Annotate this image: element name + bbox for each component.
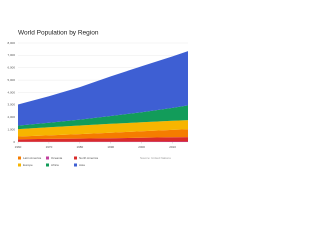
legend-label: Oceania	[51, 156, 63, 160]
x-tick-label: 1970	[46, 145, 53, 149]
y-tick-label: 8,000	[7, 41, 15, 45]
legend-swatch	[18, 156, 21, 160]
legend-swatch	[74, 156, 77, 160]
y-tick-label: 5,000	[7, 78, 15, 82]
area	[18, 51, 188, 126]
source-note: Source: United Nations	[140, 156, 171, 160]
legend-label: Europe	[23, 163, 33, 167]
legend-label: Asia	[79, 163, 85, 167]
x-tick-label: 1960	[15, 145, 22, 149]
legend-label: North America	[79, 156, 98, 160]
y-tick-label: 3,000	[7, 103, 15, 107]
area	[18, 105, 188, 130]
legend-swatch	[74, 163, 77, 167]
chart: World Population by Region 0 1,000 2,000 3,…	[7, 30, 188, 167]
chart-title: World Population by Region	[18, 30, 99, 37]
x-tick-label: 2000	[138, 145, 145, 149]
area	[18, 129, 188, 140]
x-tick-label: 1990	[107, 145, 114, 149]
y-tick-label: 7,000	[7, 53, 15, 57]
x-tick-label: 1980	[76, 145, 83, 149]
area	[18, 137, 188, 142]
legend-label: Latin America	[23, 156, 42, 160]
y-tick-label: 4,000	[7, 90, 15, 94]
y-tick-label: 6,000	[7, 66, 15, 70]
x-tick-label: 2010	[169, 145, 176, 149]
legend-swatch	[46, 163, 49, 167]
legend-swatch	[18, 163, 21, 167]
legend-swatch	[46, 156, 49, 160]
y-tick-label: 2,000	[7, 115, 15, 119]
legend-label: Africa	[51, 163, 59, 167]
area	[18, 120, 188, 137]
y-tick-label: 1,000	[7, 127, 15, 131]
y-tick-label: 0	[13, 140, 15, 144]
